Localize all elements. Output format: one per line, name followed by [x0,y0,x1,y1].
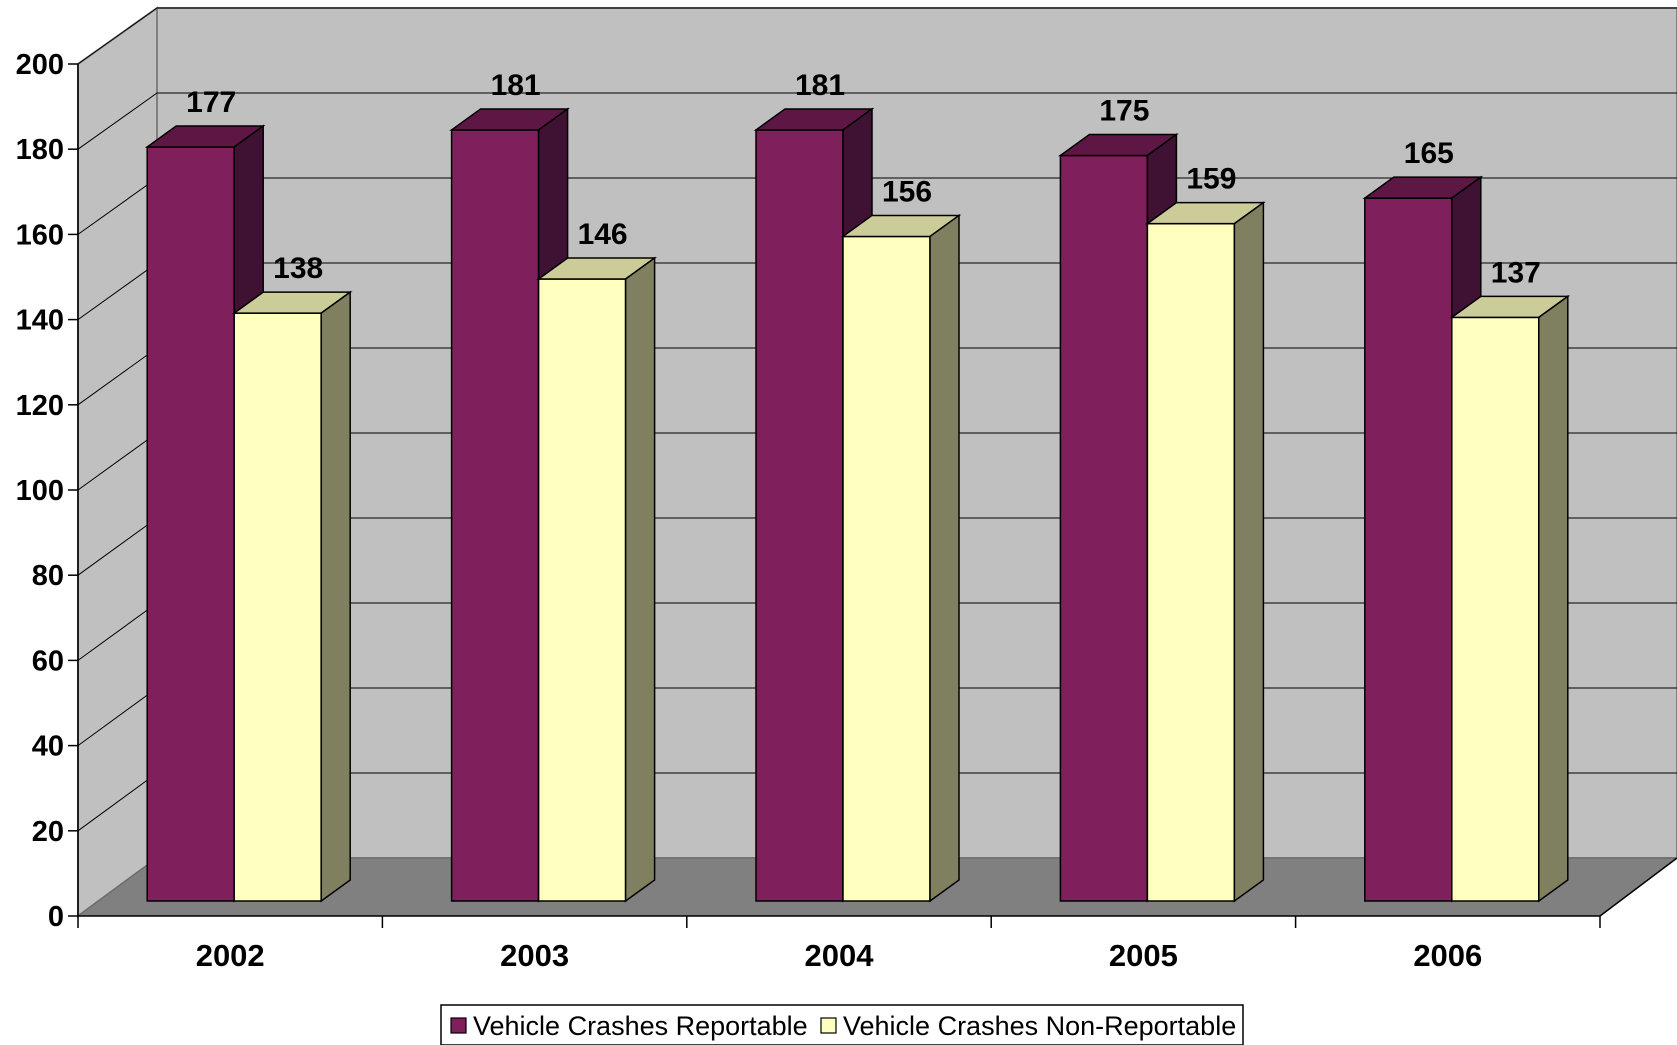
bars [144,107,1571,903]
bar-2005-series-2 [1145,201,1266,903]
bar-2003-series-2 [536,256,657,903]
bar-side [1538,294,1569,903]
bar-front [842,235,931,902]
data-label: 159 [1186,163,1236,196]
data-label: 181 [491,69,541,102]
bar-2004-series-2 [840,213,962,903]
legend-swatch-1 [450,1017,467,1034]
bar-front [233,312,322,902]
x-tick-label: 2002 [196,938,265,973]
gridline-side [77,772,158,832]
y-tick-label: 0 [48,901,64,933]
x-tick-label: 2004 [805,938,875,973]
floor-edge [1599,857,1677,917]
x-tick-label: 2003 [500,938,569,973]
gridline-side [77,432,158,491]
data-label: 138 [273,252,323,285]
y-tick-label: 20 [32,816,64,848]
bar-2006-series-2 [1449,294,1571,903]
gridline-side [77,7,158,65]
x-tick-label: 2006 [1413,938,1482,973]
legend-label-2: Vehicle Crashes Non-Reportable [843,1011,1236,1041]
y-tick-label: 120 [16,390,64,422]
bar-front [1364,197,1453,902]
bar-2002-series-2 [231,290,353,903]
bar-front [146,146,235,902]
data-label: 181 [795,69,845,102]
gridline-side [77,262,158,321]
bar-front [1146,222,1236,902]
gridline-side [77,92,158,150]
gridline-side [77,347,158,406]
y-tick-label: 160 [16,219,64,251]
axes: 0 20 40 60 80 100 120 140 160 180 200 2002 2003 2004 2… [16,49,1677,973]
y-tick-label: 180 [16,134,64,166]
bar-front [755,129,844,902]
gridline-side [77,177,158,235]
data-label: 165 [1404,137,1454,170]
bar-front [537,278,627,902]
gridline-side [77,517,158,576]
bar-front [450,129,540,902]
legend: Vehicle Crashes Reportable Vehicle Crashe… [440,1004,1244,1045]
legend-label-1: Vehicle Crashes Reportable [473,1011,808,1041]
legend-box [440,1004,1244,1045]
bar-side [929,213,960,903]
y-tick-label: 80 [32,560,64,592]
gridline-side [77,687,158,747]
y-tick-label: 140 [16,305,64,337]
y-tick-label: 60 [32,645,64,677]
y-tick-label: 100 [16,475,64,507]
data-label: 156 [882,175,932,208]
bar-front [1451,316,1540,902]
data-label: 175 [1099,95,1149,128]
data-label: 177 [186,86,236,119]
legend-swatch-2 [820,1017,837,1034]
bar-side [1233,201,1265,903]
y-tick-label: 40 [32,731,64,763]
data-labels: 177 138 181 146 181 156 175 159 165 137 [186,69,1541,289]
gridline-side [77,602,158,661]
data-label: 137 [1491,256,1541,289]
data-label: 146 [578,218,628,251]
y-tick-label: 200 [16,49,64,81]
bar-side [320,290,351,903]
bar-side [624,256,656,903]
x-tick-label: 2005 [1109,938,1178,973]
bar-front [1059,154,1149,902]
